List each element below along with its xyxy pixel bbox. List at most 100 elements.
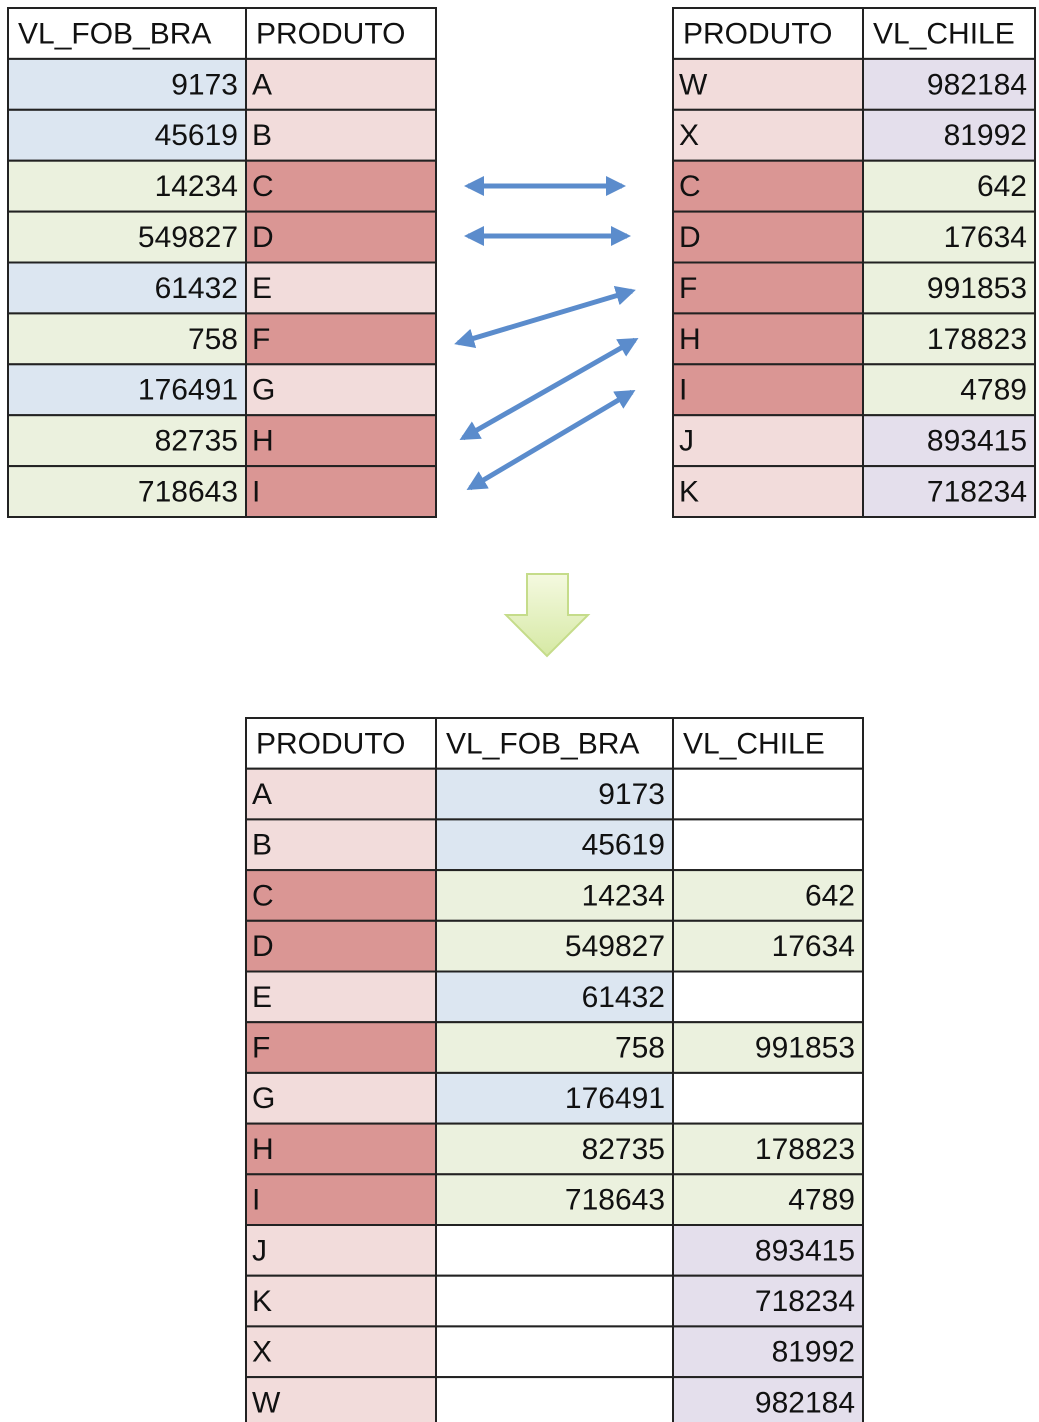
cell — [672, 767, 864, 821]
header-cell — [435, 717, 674, 770]
cell — [435, 1376, 674, 1422]
product: I — [252, 1184, 260, 1217]
cell — [245, 261, 437, 315]
cell — [672, 363, 864, 417]
header-text: VL_CHILE — [873, 17, 1015, 50]
cell — [7, 465, 247, 519]
number: 4789 — [788, 1184, 855, 1217]
header-cell — [245, 7, 437, 60]
cell — [245, 970, 437, 1024]
number: 176491 — [565, 1082, 665, 1115]
cell — [672, 108, 864, 162]
product: B — [252, 829, 272, 862]
number: 81992 — [944, 119, 1027, 152]
number: 14234 — [155, 170, 238, 203]
cell — [672, 465, 864, 519]
cell — [435, 1274, 674, 1328]
product: D — [252, 221, 274, 254]
cell — [7, 57, 247, 111]
product: E — [252, 981, 272, 1014]
cell — [245, 108, 437, 162]
cell — [672, 312, 864, 366]
arrow — [466, 389, 636, 491]
product: F — [679, 272, 697, 305]
number: 982184 — [927, 68, 1027, 101]
number: 14234 — [582, 879, 665, 912]
number: 61432 — [582, 981, 665, 1014]
number: 718643 — [565, 1184, 665, 1217]
number: 718234 — [755, 1285, 855, 1318]
product: H — [252, 1133, 274, 1166]
cell — [245, 159, 437, 213]
number: 642 — [977, 170, 1027, 203]
number: 549827 — [565, 930, 665, 963]
cell — [245, 312, 437, 366]
number: 9173 — [598, 778, 665, 811]
product: C — [679, 170, 701, 203]
cell — [245, 1224, 437, 1277]
number: 9173 — [171, 68, 238, 101]
cell — [245, 1173, 437, 1227]
cell — [672, 1376, 864, 1422]
cell — [672, 1173, 864, 1227]
header-text: PRODUTO — [256, 17, 405, 50]
cell — [245, 1274, 437, 1328]
product: A — [252, 68, 272, 101]
cell — [245, 210, 437, 264]
cell — [672, 1224, 864, 1277]
cell — [245, 818, 437, 872]
cell — [7, 108, 247, 162]
number: 4789 — [960, 374, 1027, 407]
number: 549827 — [138, 221, 238, 254]
cell — [862, 465, 1036, 519]
cell — [672, 57, 864, 111]
product: D — [252, 930, 274, 963]
cell — [245, 869, 437, 922]
product: D — [679, 221, 701, 254]
cell — [672, 1122, 864, 1176]
number: 82735 — [582, 1133, 665, 1166]
header-text: PRODUTO — [256, 727, 405, 760]
cell — [245, 57, 437, 111]
number: 178823 — [755, 1133, 855, 1166]
cell — [245, 767, 437, 821]
cell — [435, 1021, 674, 1074]
product: K — [679, 475, 699, 508]
product: W — [252, 1386, 281, 1419]
number: 17634 — [772, 930, 855, 963]
header-text: PRODUTO — [683, 17, 832, 50]
cell — [672, 1274, 864, 1328]
cell — [672, 159, 864, 213]
cell — [862, 363, 1036, 417]
number: 176491 — [138, 374, 238, 407]
cell — [672, 414, 864, 468]
product: B — [252, 119, 272, 152]
cell — [435, 1224, 674, 1277]
cell — [862, 159, 1036, 213]
arrow — [454, 286, 636, 348]
product: W — [679, 68, 708, 101]
cell — [862, 108, 1036, 162]
cell — [672, 970, 864, 1024]
number: 178823 — [927, 323, 1027, 356]
number: 45619 — [155, 119, 238, 152]
product: X — [679, 119, 699, 152]
cell — [672, 818, 864, 872]
product: I — [252, 475, 260, 508]
number: 45619 — [582, 829, 665, 862]
cell — [245, 414, 437, 468]
cell — [245, 919, 437, 973]
product: H — [679, 323, 701, 356]
cell — [435, 869, 674, 922]
cell — [862, 261, 1036, 315]
cell — [245, 1376, 437, 1422]
number: 982184 — [755, 1386, 855, 1419]
product: H — [252, 425, 274, 458]
cell — [245, 465, 437, 519]
cell — [672, 869, 864, 922]
product: C — [252, 170, 274, 203]
cell — [862, 312, 1036, 366]
header-text: VL_CHILE — [683, 727, 825, 760]
cell — [435, 1173, 674, 1227]
